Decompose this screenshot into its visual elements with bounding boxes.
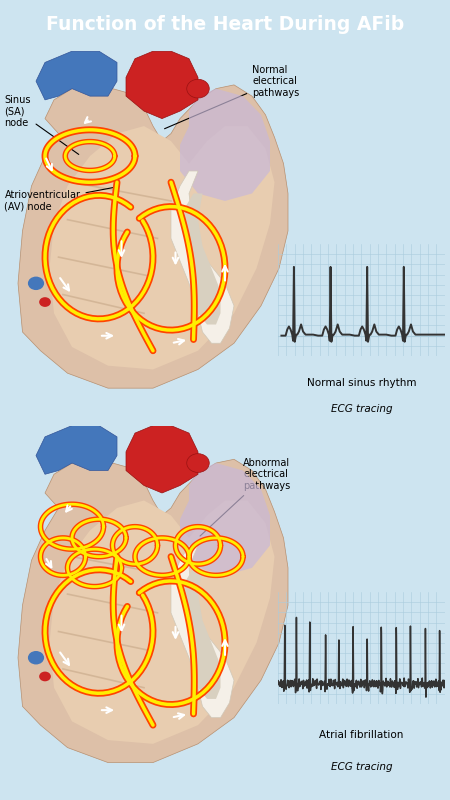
Polygon shape: [18, 85, 288, 388]
Polygon shape: [180, 89, 270, 201]
Polygon shape: [18, 459, 288, 762]
Polygon shape: [50, 501, 274, 744]
Text: Function of the Heart During AFib: Function of the Heart During AFib: [46, 15, 404, 34]
Circle shape: [28, 277, 44, 290]
Polygon shape: [36, 426, 117, 474]
Circle shape: [28, 651, 44, 665]
Text: Sinus
(SA)
node: Sinus (SA) node: [4, 94, 79, 154]
Polygon shape: [126, 51, 198, 118]
Text: ECG tracing: ECG tracing: [331, 762, 392, 772]
Text: ECG tracing: ECG tracing: [331, 404, 392, 414]
Polygon shape: [171, 171, 234, 343]
Text: Atrial fibrillation: Atrial fibrillation: [319, 730, 404, 740]
Polygon shape: [171, 546, 234, 718]
Polygon shape: [36, 51, 117, 100]
Text: Atrioventricular
(AV) node: Atrioventricular (AV) node: [4, 186, 119, 212]
Circle shape: [187, 454, 209, 472]
Circle shape: [187, 79, 209, 98]
Polygon shape: [184, 568, 220, 699]
Circle shape: [39, 671, 51, 682]
Polygon shape: [50, 126, 274, 370]
Text: Normal
electrical
pathways: Normal electrical pathways: [165, 65, 299, 129]
Text: Abnormal
electrical
pathways: Abnormal electrical pathways: [200, 458, 290, 536]
Circle shape: [39, 297, 51, 307]
Text: Normal sinus rhythm: Normal sinus rhythm: [306, 378, 416, 388]
Polygon shape: [180, 463, 270, 575]
Polygon shape: [184, 194, 220, 325]
Polygon shape: [126, 426, 198, 493]
